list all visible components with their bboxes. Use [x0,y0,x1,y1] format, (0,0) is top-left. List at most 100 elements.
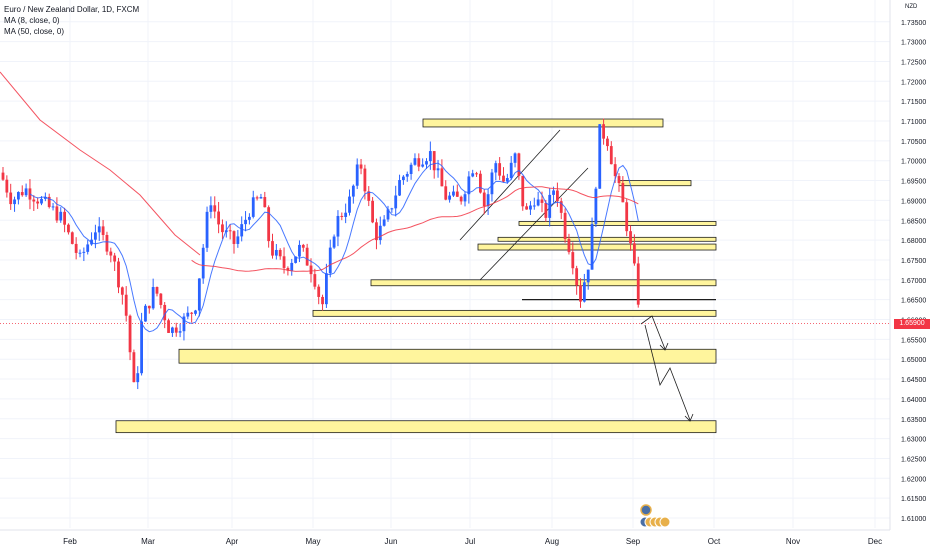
candle-body [5,179,9,193]
candle-body [251,197,255,217]
candle-body [290,262,294,271]
candle-body [74,243,78,253]
price-tick-label: 1.70000 [901,159,926,166]
candle-body [475,173,478,175]
last-price-tag: 1.65900 [894,319,930,329]
candle-body [351,185,355,197]
zone-rect[interactable] [518,221,717,226]
candle-body [301,244,305,248]
candle-body [367,191,371,201]
candle-body [1,172,5,180]
projection-path-long [644,324,691,421]
price-tick-label: 1.68000 [901,238,926,245]
zone-rect[interactable] [312,309,717,317]
candle-body [371,200,374,223]
price-tick-label: 1.68500 [901,218,926,225]
time-tick-label: Jun [385,537,398,546]
candle-body [613,164,617,177]
candle-body [63,211,66,225]
price-axis[interactable]: 1.73500 1.73000 1.72500 1.72000 1.71500 1.710… [889,0,926,530]
price-tick-label: 1.72500 [901,59,926,66]
price-tick-label: 1.64000 [901,397,926,404]
candle-body [113,255,117,262]
candle-body [40,198,43,204]
candle-body [498,163,502,176]
candle-body [359,164,363,169]
support-resistance-zones[interactable] [115,118,717,434]
zone-rect[interactable] [370,279,717,287]
candle-body [348,196,351,213]
candle-body [271,241,274,256]
candle-body [132,352,136,383]
candle-body [355,164,359,186]
candle-body [382,219,386,226]
time-tick-label: Feb [63,537,77,546]
candle-body [471,173,475,177]
candle-body [328,247,332,274]
candle-body [17,192,20,200]
chart-grid [0,0,890,528]
candle-body [548,194,552,218]
candle-body [532,205,536,207]
candle-body [151,287,155,309]
candle-body [32,199,36,202]
price-tick-label: 1.61500 [901,496,926,503]
zone-rect[interactable] [178,348,717,364]
price-tick-label: 1.69500 [901,179,926,186]
candle-body [321,296,324,305]
candle-body [55,206,59,221]
candle-body [174,327,178,333]
zone-rect[interactable] [115,420,717,434]
candle-body [606,138,609,147]
candle-body [494,163,498,173]
candle-body [167,320,170,333]
price-tick-label: 1.71500 [901,99,926,106]
candle-body [540,199,544,203]
candle-body [90,239,93,245]
trend-line [479,167,589,281]
candle-body [344,212,348,217]
event-markers[interactable] [639,504,671,528]
candle-body [163,304,167,321]
event-marker-icon[interactable] [659,516,671,528]
candle-body [228,230,232,232]
candle-body [305,247,309,266]
time-tick-label: Aug [545,537,559,546]
candle-body [124,294,128,316]
candle-body [94,232,97,240]
candle-body [363,168,367,192]
candle-body [244,219,247,225]
candle-body [467,176,471,195]
candle-body [402,176,405,181]
candle-body [255,197,259,199]
chart-legend: Euro / New Zealand Dollar, 1D, FXCM MA (… [4,4,139,37]
candle-body [486,194,490,207]
time-tick-label: May [305,537,320,546]
trend-lines[interactable] [459,129,589,281]
projection-arrows[interactable] [640,315,694,422]
price-tick-label: 1.71000 [901,119,926,126]
candle-body [86,244,90,252]
symbol-title[interactable]: Euro / New Zealand Dollar, 1D, FXCM [4,5,140,14]
zone-rect[interactable] [497,236,717,242]
candle-body [552,190,555,195]
candle-body [194,310,197,314]
candle-body [159,293,163,305]
candle-body [629,231,632,244]
candle-body [567,238,571,253]
price-tick-label: 1.73000 [901,40,926,47]
candles [1,118,640,390]
candle-body [82,251,86,253]
candle-body [13,199,16,205]
candle-body [425,161,428,165]
candle-body [105,234,109,252]
candle-body [309,265,313,275]
time-axis[interactable]: Feb Mar Apr May Jun Jul Aug Sep Oct Nov Dec [0,529,890,546]
candle-body [513,153,517,163]
zone-rect[interactable] [422,118,664,128]
candle-body [509,162,513,179]
indicator-ma-slow[interactable]: MA (50, close, 0) [4,27,65,36]
indicator-ma-fast[interactable]: MA (8, close, 0) [4,16,60,25]
zone-rect[interactable] [477,243,717,251]
